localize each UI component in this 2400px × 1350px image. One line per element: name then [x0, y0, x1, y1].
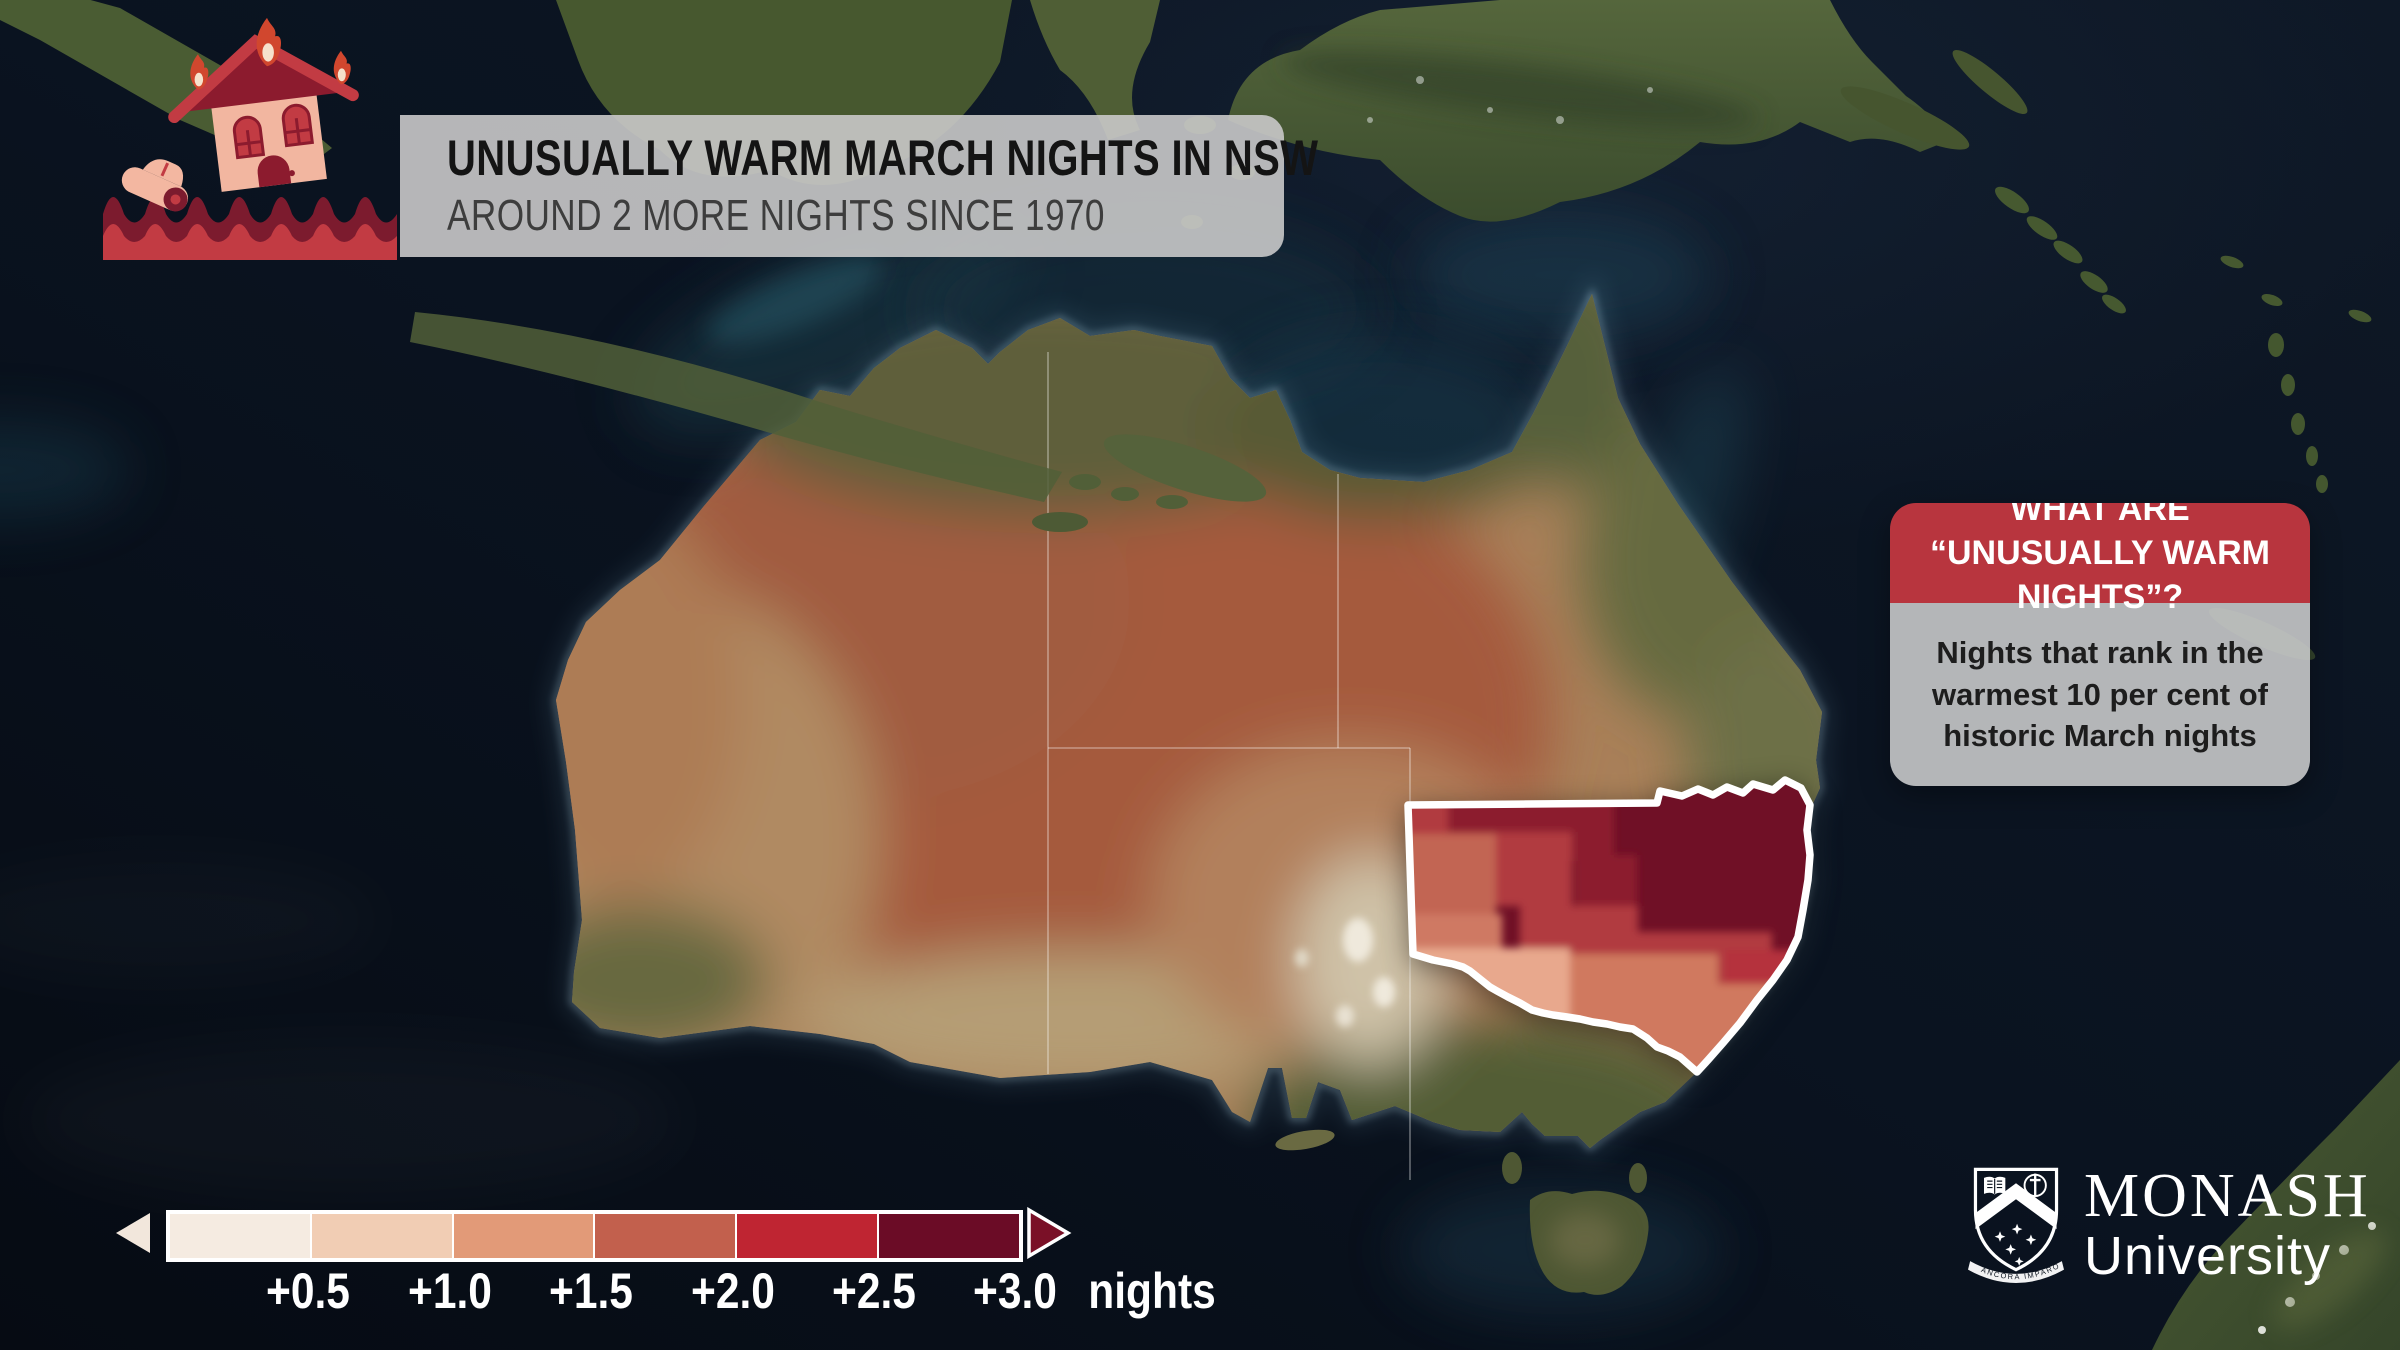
legend-tick-label: +1.5 [549, 1263, 633, 1319]
southern-cross-stars [1994, 1223, 2037, 1266]
infographic-subtitle: AROUND 2 MORE NIGHTS SINCE 1970 [447, 191, 1105, 240]
legend-segment [451, 1214, 594, 1258]
islands-vanuatu [2268, 333, 2328, 493]
legend-tick-label: +1.0 [408, 1263, 492, 1319]
state-borders [1047, 352, 1411, 1180]
nsw-choropleth [1380, 770, 1830, 1106]
title-banner: UNUSUALLY WARM MARCH NIGHTS IN NSW AROUN… [400, 115, 1318, 257]
legend-color-bar [166, 1210, 1023, 1262]
color-scale-legend: +0.5 +1.0 +1.5 +2.0 +2.5 +3.0 nights [110, 1200, 1260, 1330]
red-wave [103, 224, 397, 260]
definition-title: WHAT ARE “UNUSUALLY WARM NIGHTS”? [1929, 503, 2271, 617]
legend-right-arrow-icon [1027, 1207, 1072, 1259]
island-tasmania [1275, 1129, 1649, 1295]
island-kangaroo [1275, 1129, 1335, 1151]
flame-icon [333, 50, 351, 85]
island-sulawesi [1030, 0, 1160, 140]
legend-tick-label: +0.5 [266, 1263, 350, 1319]
legend-segment [309, 1214, 452, 1258]
definition-callout: WHAT ARE “UNUSUALLY WARM NIGHTS”? Nights… [1890, 503, 2310, 786]
legend-tick-label: +2.0 [691, 1263, 775, 1319]
legend-segment [593, 1214, 736, 1258]
definition-callout-header: WHAT ARE “UNUSUALLY WARM NIGHTS”? [1890, 503, 2310, 616]
house-window [232, 115, 266, 160]
island-new-britain [1840, 86, 1970, 150]
salt-lakes [1295, 918, 1395, 1027]
legend-segment [735, 1214, 878, 1258]
sinking-car [121, 159, 189, 212]
monash-shield-icon: ANCORA IMPARO [1968, 1167, 2064, 1283]
burning-house [168, 34, 359, 192]
legend-segment [877, 1214, 1019, 1258]
flame-icon [256, 17, 282, 67]
legend-segment [170, 1214, 310, 1258]
infographic-title: UNUSUALLY WARM MARCH NIGHTS IN NSW [447, 130, 1319, 186]
flame-icon [190, 54, 209, 90]
monash-university-logo: ANCORA IMPARO MONASH University [1968, 1165, 2371, 1289]
motto-ribbon: ANCORA IMPARO [1968, 1261, 2064, 1283]
house-window [281, 103, 314, 148]
legend-left-arrow-icon [116, 1213, 150, 1253]
island-new-zealand [2152, 1060, 2400, 1350]
monash-wordmark-sub: University [2084, 1226, 2332, 1286]
island-timor [1103, 434, 1267, 502]
legend-unit-label: nights [1088, 1263, 1216, 1319]
legend-tick-label: +2.5 [832, 1263, 916, 1319]
house-door [257, 155, 292, 188]
monash-wordmark: MONASH [2084, 1162, 2371, 1230]
hazard-house-icon [95, 8, 415, 263]
sword-wreath-glyph [2023, 1173, 2047, 1198]
definition-text: Nights that rank in the warmest 10 per c… [1932, 634, 2268, 754]
open-book-glyph [1984, 1176, 2006, 1195]
definition-callout-body: Nights that rank in the warmest 10 per c… [1890, 603, 2310, 786]
legend-tick-label: +3.0 [973, 1263, 1057, 1319]
islands-solomons [1994, 186, 2372, 323]
